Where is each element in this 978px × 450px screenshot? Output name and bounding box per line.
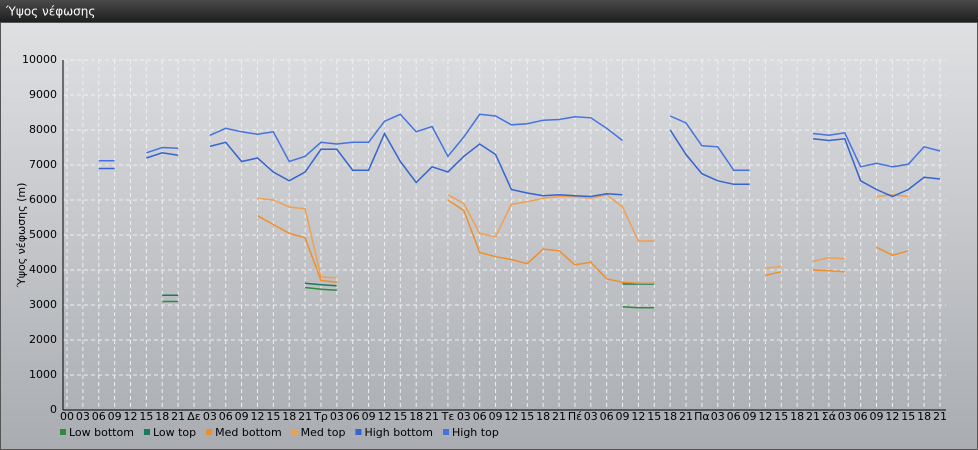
x-tick-label: 18 <box>917 410 931 423</box>
x-tick-label: Δε <box>187 410 201 423</box>
legend-swatch <box>143 429 150 435</box>
x-tick-label: 03 <box>203 410 217 423</box>
x-tick-label: 12 <box>250 410 264 423</box>
x-tick-label: 18 <box>536 410 550 423</box>
x-tick-label: 06 <box>346 410 360 423</box>
x-tick-label: Τε <box>441 410 455 423</box>
window-title: Ύψος νέφωσης <box>5 5 95 19</box>
y-tick-label: 7000 <box>29 158 57 171</box>
y-tick-label: 3000 <box>29 298 57 311</box>
x-tick-label: 09 <box>616 410 630 423</box>
y-tick-label: 4000 <box>29 263 57 276</box>
x-tick-label: 21 <box>933 410 947 423</box>
x-tick-label: 15 <box>266 410 280 423</box>
x-tick-label: 21 <box>806 410 820 423</box>
legend-swatch <box>206 429 213 435</box>
legend-swatch <box>443 429 449 435</box>
x-tick-label: 06 <box>473 410 487 423</box>
series-line <box>98 129 941 198</box>
x-tick-label: 09 <box>235 410 249 423</box>
y-tick-label: 9000 <box>29 88 57 101</box>
x-tick-label: 15 <box>647 410 661 423</box>
x-tick-label: 12 <box>758 410 772 423</box>
x-tick-label: 15 <box>139 410 153 423</box>
series-line <box>162 286 655 309</box>
x-tick-label: 15 <box>393 410 407 423</box>
x-tick-label: 21 <box>425 410 439 423</box>
y-tick-label: 5000 <box>29 228 57 241</box>
x-tick-label: 12 <box>377 410 391 423</box>
x-tick-label: 12 <box>885 410 899 423</box>
legend-label: Med top <box>301 426 346 439</box>
x-tick-label: 18 <box>663 410 677 423</box>
x-tick-label: 18 <box>790 410 804 423</box>
x-tick-label: 18 <box>282 410 296 423</box>
legend-label: Med bottom <box>215 426 282 439</box>
x-tick-label: Σά <box>822 410 836 423</box>
y-tick-label: 1000 <box>29 368 57 381</box>
x-tick-label: 03 <box>838 410 852 423</box>
x-tick-label: 03 <box>330 410 344 423</box>
x-tick-label: 03 <box>457 410 471 423</box>
series-line <box>98 113 941 171</box>
x-tick-label: 21 <box>552 410 566 423</box>
x-tick-label: 18 <box>409 410 423 423</box>
legend-swatch <box>60 429 66 435</box>
x-tick-label: 21 <box>298 410 312 423</box>
x-tick-label: Τρ <box>313 410 328 423</box>
x-tick-label: 06 <box>92 410 106 423</box>
x-tick-label: 21 <box>171 410 185 423</box>
x-tick-label: 03 <box>711 410 725 423</box>
x-tick-label: 09 <box>362 410 376 423</box>
x-tick-label: 12 <box>504 410 518 423</box>
x-tick-label: 00 <box>60 410 74 423</box>
x-tick-label: 06 <box>600 410 614 423</box>
legend-label: Low top <box>153 426 196 439</box>
x-tick-label: 12 <box>123 410 137 423</box>
legend-swatch <box>291 429 298 435</box>
x-tick-label: 06 <box>854 410 868 423</box>
x-tick-label: 09 <box>489 410 503 423</box>
x-tick-label: 09 <box>108 410 122 423</box>
legend-label: High bottom <box>364 426 433 439</box>
y-tick-label: 8000 <box>29 123 57 136</box>
y-tick-label: 0 <box>50 403 57 416</box>
y-axis-label: Ύψος νέφωσης (m) <box>15 183 28 289</box>
x-tick-label: 03 <box>584 410 598 423</box>
title-bar <box>0 0 978 22</box>
x-tick-label: 09 <box>743 410 757 423</box>
x-tick-label: 15 <box>901 410 915 423</box>
legend-label: Low bottom <box>69 426 134 439</box>
series-line <box>257 199 909 285</box>
y-tick-label: 2000 <box>29 333 57 346</box>
y-tick-label: 6000 <box>29 193 57 206</box>
x-tick-label: 03 <box>76 410 90 423</box>
y-tick-label: 10000 <box>22 53 57 66</box>
x-tick-label: Πέ <box>568 410 582 423</box>
x-tick-label: 15 <box>520 410 534 423</box>
x-tick-label: 09 <box>870 410 884 423</box>
x-tick-label: 15 <box>774 410 788 423</box>
x-tick-label: 06 <box>727 410 741 423</box>
x-tick-label: 12 <box>631 410 645 423</box>
x-tick-label: 21 <box>679 410 693 423</box>
series-line <box>257 193 909 279</box>
x-tick-label: 18 <box>155 410 169 423</box>
legend-swatch <box>355 429 362 435</box>
x-tick-label: Πα <box>694 410 710 423</box>
legend-label: High top <box>452 426 499 439</box>
x-tick-label: 06 <box>219 410 233 423</box>
